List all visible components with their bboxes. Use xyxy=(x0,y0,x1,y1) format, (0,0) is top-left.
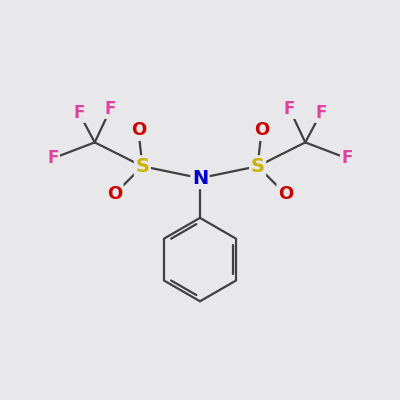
Text: S: S xyxy=(250,157,264,176)
Text: F: F xyxy=(105,100,116,118)
Text: F: F xyxy=(73,104,84,122)
Text: F: F xyxy=(316,104,327,122)
Text: O: O xyxy=(278,185,293,203)
Text: O: O xyxy=(107,185,122,203)
Text: N: N xyxy=(192,169,208,188)
Text: O: O xyxy=(254,122,269,140)
Text: F: F xyxy=(341,149,353,167)
Text: S: S xyxy=(136,157,150,176)
Text: F: F xyxy=(284,100,295,118)
Text: O: O xyxy=(131,122,146,140)
Text: F: F xyxy=(47,149,59,167)
